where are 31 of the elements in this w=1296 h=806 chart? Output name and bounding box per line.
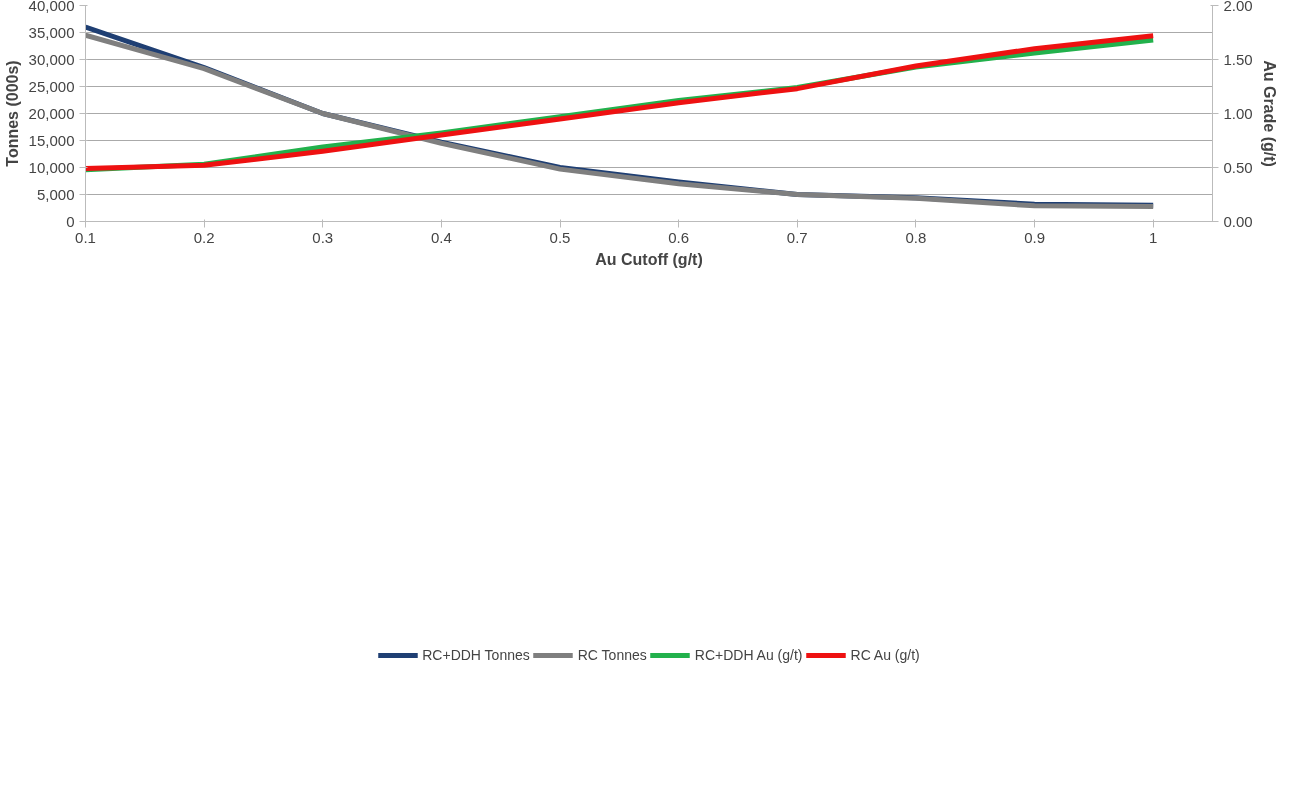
x-tick-label: 0.9	[1024, 228, 1045, 246]
x-tick-label: 0.5	[549, 228, 571, 246]
legend-label: RC+DDH Au (g/t)	[694, 647, 803, 663]
y2-tick-label: 0.50	[1223, 158, 1253, 176]
x-tick-label: 0.7	[786, 228, 808, 246]
legend-label: RC Tonnes	[577, 647, 647, 663]
x-tick-label: 0.6	[668, 228, 690, 246]
y-tick-label: 0	[66, 212, 75, 230]
legend-label: RC Au (g/t)	[850, 647, 920, 663]
x-tick-label: 1	[1149, 228, 1158, 246]
x-tick-label: 0.2	[193, 228, 215, 246]
y-tick-label: 40,000	[28, 0, 75, 14]
y2-axis-title: Au Grade (g/t)	[1260, 60, 1278, 167]
y-axis-title: Tonnes (000s)	[3, 60, 21, 167]
y-tick-label: 10,000	[28, 158, 75, 176]
x-tick-label: 0.8	[905, 228, 927, 246]
y-tick-label: 30,000	[28, 50, 75, 68]
y-tick-label: 20,000	[28, 104, 75, 122]
y-tick-label: 25,000	[28, 77, 75, 95]
x-axis-title: Au Cutoff (g/t)	[595, 250, 703, 268]
y2-tick-label: 1.00	[1223, 104, 1253, 122]
x-tick-label: 0.1	[75, 228, 96, 246]
x-tick-label: 0.4	[430, 228, 452, 246]
y-tick-label: 35,000	[28, 23, 75, 41]
x-tick-label: 0.3	[312, 228, 334, 246]
y-tick-label: 5,000	[36, 185, 75, 203]
y2-tick-label: 1.50	[1223, 50, 1253, 68]
y2-tick-label: 0.00	[1223, 212, 1253, 230]
legend-label: RC+DDH Tonnes	[422, 647, 530, 663]
y-tick-label: 15,000	[28, 131, 75, 149]
y2-tick-label: 2.00	[1223, 0, 1253, 14]
